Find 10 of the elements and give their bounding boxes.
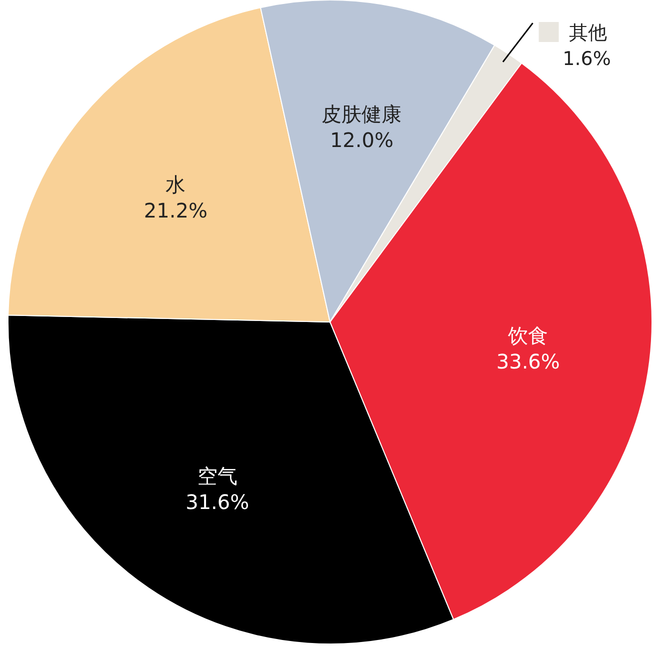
data-label: 31.6% (186, 490, 250, 514)
slice-label: 皮肤健康 (322, 102, 402, 126)
slice-label: 水 (166, 172, 186, 196)
data-label: 1.6% (562, 48, 611, 70)
slice-label: 空气 (197, 464, 238, 488)
slice-label: 饮食 (507, 323, 548, 348)
data-label: 21.2% (144, 198, 208, 222)
data-label: 12.0% (330, 128, 394, 152)
data-label: 33.6% (496, 349, 560, 374)
legend-label: 其他 (568, 22, 607, 44)
